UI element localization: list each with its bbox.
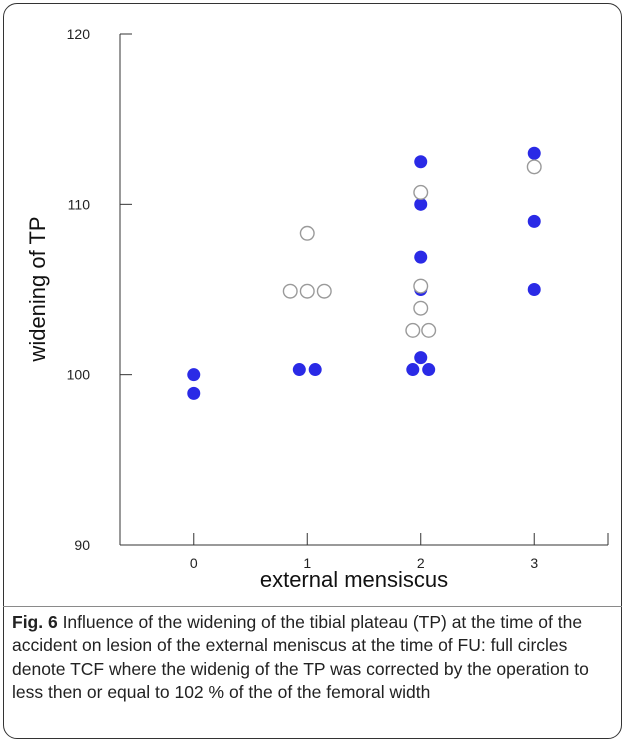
caption-text: Influence of the widening of the tibial …	[12, 612, 589, 703]
open-point	[405, 322, 421, 338]
caption-label: Fig. 6	[12, 612, 58, 632]
y-tick-label: 120	[67, 26, 91, 42]
y-tick-label: 100	[67, 367, 91, 383]
open-point	[282, 283, 298, 299]
filled-point	[527, 146, 541, 160]
scatter-chart: 90 100 110 120 0 1 2 3 external mensiscus widen…	[25, 26, 609, 592]
open-point	[299, 225, 315, 241]
filled-point	[414, 351, 428, 365]
open-point	[421, 322, 437, 338]
filled-point	[527, 214, 541, 228]
filled-point	[414, 250, 428, 264]
filled-point	[527, 283, 541, 296]
filled-point	[414, 197, 428, 211]
filled-point	[406, 363, 420, 377]
chart-points	[187, 146, 542, 400]
caption-divider	[3, 606, 622, 607]
x-tick-label: 2	[417, 555, 425, 571]
open-point	[526, 159, 542, 175]
open-point	[413, 184, 429, 200]
x-tick-label: 0	[190, 555, 198, 571]
filled-point	[292, 363, 306, 377]
open-point	[316, 283, 332, 299]
open-point	[413, 300, 429, 316]
x-axis-label: external mensiscus	[260, 567, 448, 592]
open-point	[299, 283, 315, 299]
filled-point	[187, 368, 201, 382]
y-tick-label: 90	[74, 537, 90, 553]
chart-axes: 90 100 110 120 0 1 2 3	[67, 26, 609, 571]
filled-point	[414, 155, 428, 169]
filled-point	[308, 363, 322, 377]
filled-point	[187, 386, 201, 400]
x-tick-label: 1	[303, 555, 311, 571]
figure-caption: Fig. 6 Influence of the widening of the …	[12, 611, 612, 705]
filled-point	[422, 363, 436, 377]
x-tick-label: 3	[530, 555, 538, 571]
y-tick-label: 110	[68, 196, 91, 212]
open-point	[413, 278, 429, 294]
y-axis-label: widening of TP	[25, 216, 50, 362]
